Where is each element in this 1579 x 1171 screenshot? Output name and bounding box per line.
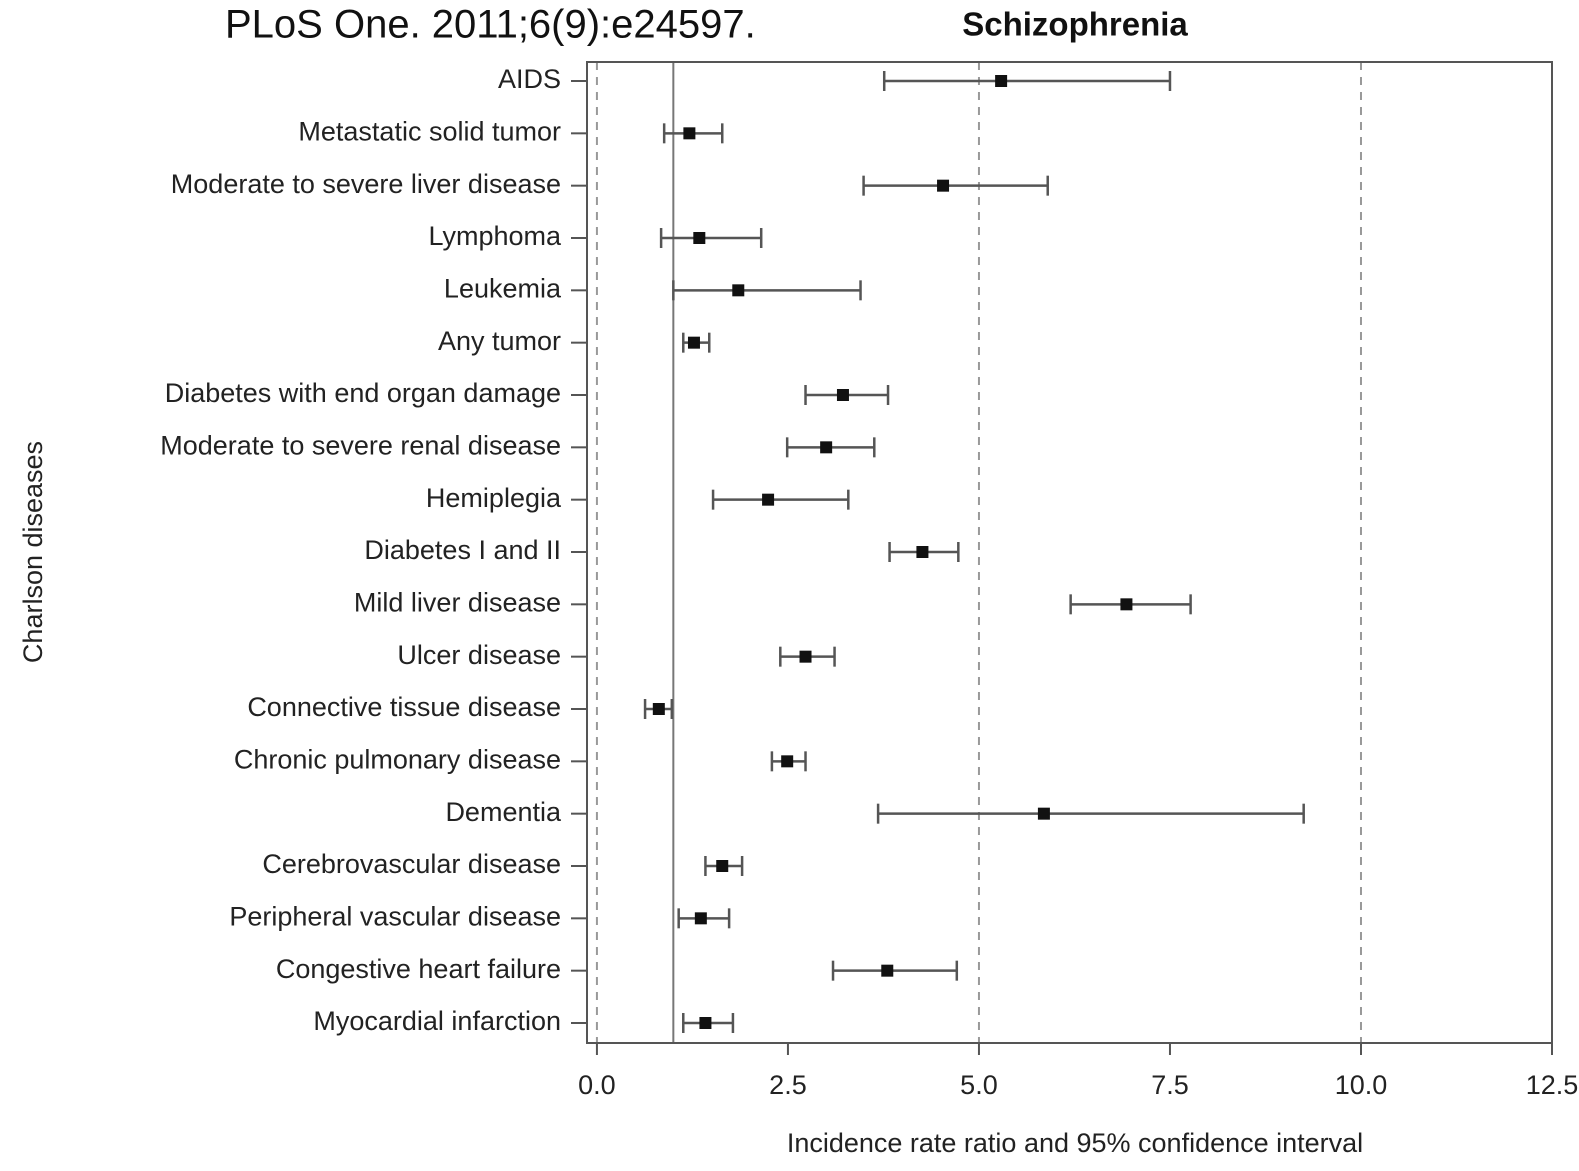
point-estimate: [881, 964, 894, 977]
y-tick-label: Cerebrovascular disease: [262, 849, 561, 879]
y-tick-label: Moderate to severe renal disease: [160, 430, 561, 460]
x-tick-label: 0.0: [578, 1070, 616, 1100]
x-tick-label: 5.0: [960, 1070, 998, 1100]
y-tick-label: Mild liver disease: [354, 587, 561, 617]
point-estimate: [652, 703, 665, 715]
point-estimate: [687, 336, 700, 349]
point-estimate: [716, 860, 729, 872]
point-estimate: [683, 127, 696, 140]
x-tick-label: 12.5: [1526, 1070, 1579, 1100]
point-estimate: [781, 755, 794, 768]
y-tick-label: Lymphoma: [428, 221, 562, 251]
y-tick-label: AIDS: [498, 64, 561, 94]
x-tick-label: 2.5: [769, 1070, 807, 1100]
y-tick-label: Myocardial infarction: [313, 1006, 561, 1036]
source: PLoS One. 2011;6(9):e24597.: [225, 3, 756, 47]
chart-title: Schizophrenia: [962, 6, 1188, 43]
y-tick-label: Diabetes I and II: [364, 535, 561, 565]
point-estimate: [1120, 598, 1133, 611]
y-tick-label: Dementia: [445, 797, 562, 827]
y-tick-label: Ulcer disease: [397, 640, 561, 670]
point-estimate: [820, 441, 833, 454]
y-tick-label: Moderate to severe liver disease: [171, 169, 561, 199]
point-estimate: [836, 389, 849, 401]
point-estimate: [1037, 807, 1050, 820]
point-estimate: [732, 284, 745, 297]
y-tick-label: Leukemia: [444, 273, 562, 303]
y-tick-label: Metastatic solid tumor: [298, 116, 561, 146]
y-tick-label: Any tumor: [438, 326, 561, 356]
y-tick-label: Diabetes with end organ damage: [165, 378, 561, 408]
plot-frame: [586, 61, 1553, 1044]
point-estimate: [762, 493, 775, 506]
point-estimate: [995, 75, 1008, 87]
point-estimate: [694, 912, 707, 925]
x-tick-label: 7.5: [1151, 1070, 1189, 1100]
y-tick-label: Connective tissue disease: [247, 692, 561, 722]
point-estimate: [799, 650, 812, 663]
y-tick-label: Congestive heart failure: [276, 954, 561, 984]
point-estimate: [693, 232, 706, 244]
x-axis-label: Incidence rate ratio and 95% confidence …: [787, 1128, 1363, 1158]
x-tick-label: 10.0: [1335, 1070, 1388, 1100]
point-estimate: [699, 1017, 712, 1029]
y-tick-label: Peripheral vascular disease: [229, 901, 561, 931]
y-tick-label: Hemiplegia: [426, 483, 562, 513]
y-tick-label: Chronic pulmonary disease: [234, 744, 561, 774]
point-estimate: [916, 546, 929, 558]
point-estimate: [937, 179, 950, 192]
y-axis-label: Charlson diseases: [18, 441, 48, 663]
